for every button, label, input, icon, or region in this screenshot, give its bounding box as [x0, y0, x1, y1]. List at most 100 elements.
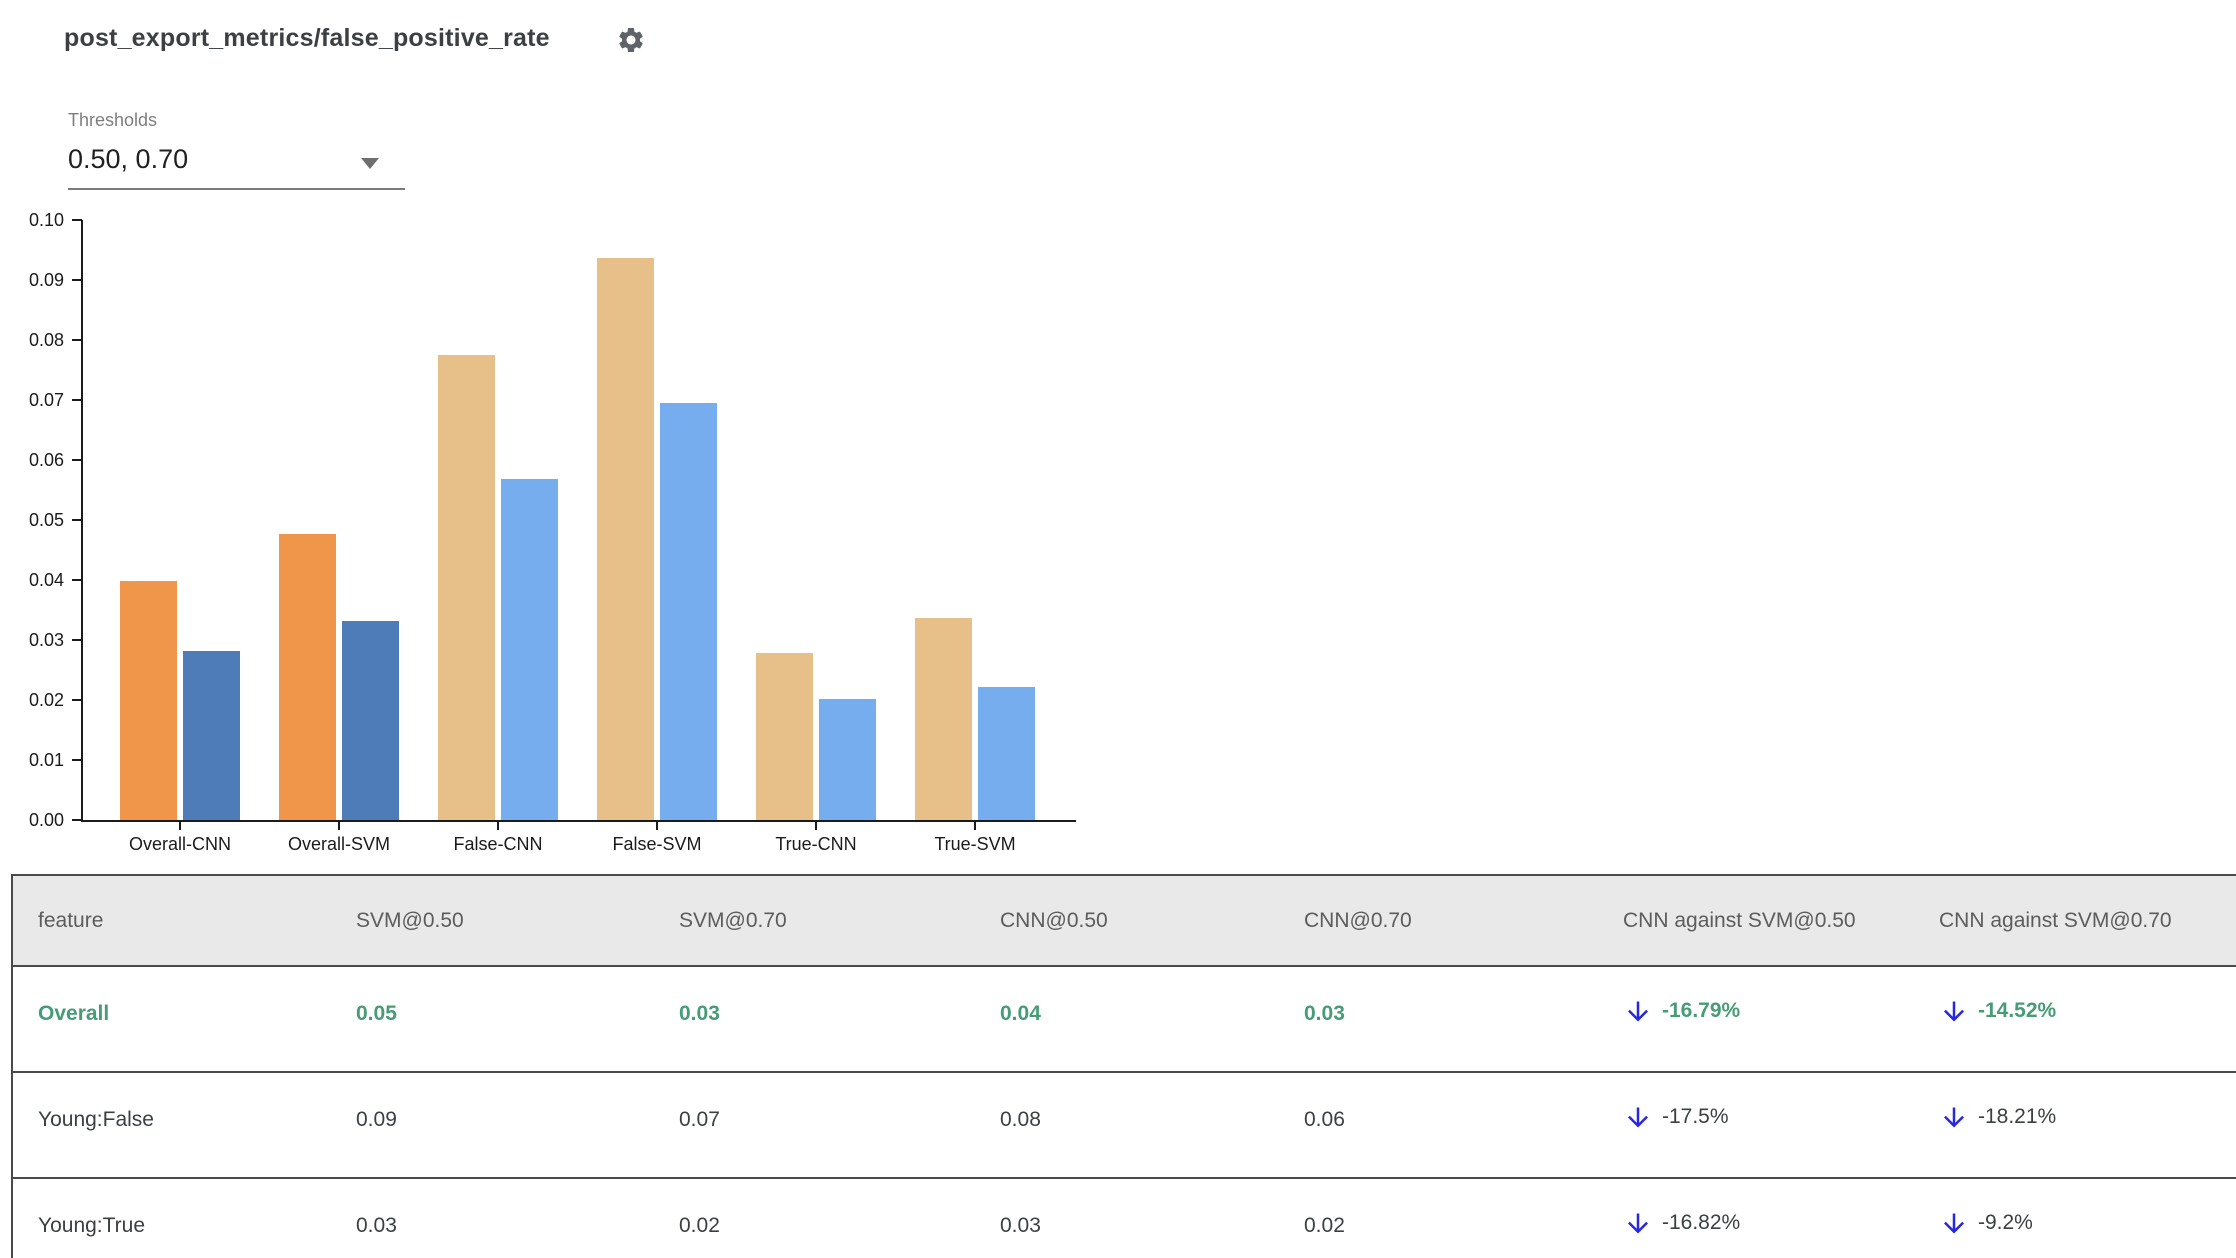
- metric-value-cell-svm-0-50: 0.09: [356, 1108, 397, 1131]
- y-axis-tick-label: 0.04: [28, 570, 64, 590]
- delta-indicator: -14.52%: [1939, 995, 2056, 1028]
- arrow-down-icon: [1944, 1001, 1964, 1021]
- column-header-svm-0-70: SVM@0.70: [654, 875, 975, 967]
- y-axis-tick-label: 0.00: [28, 810, 64, 830]
- metric-value-cell-cnn-0-50: 0.04: [1000, 1002, 1041, 1025]
- y-axis-tick-label: 0.10: [28, 210, 64, 230]
- bar-true-cnn-threshold-0.50[interactable]: [756, 653, 813, 820]
- metric-value-cell-svm-0-70: 0.03: [679, 1002, 720, 1025]
- bar-overall-cnn-threshold-0.70[interactable]: [183, 651, 240, 820]
- x-axis-category-label: False-SVM: [612, 834, 702, 854]
- feature-cell: Overall: [38, 1002, 110, 1025]
- delta-value: -17.5%: [1662, 1105, 1729, 1128]
- y-axis-tick-mark: [72, 399, 82, 401]
- bar-overall-svm-threshold-0.70[interactable]: [342, 621, 399, 820]
- metric-value-cell-cnn-0-70: 0.02: [1304, 1214, 1345, 1237]
- y-axis-tick-label: 0.07: [28, 390, 64, 410]
- x-axis-category-label: True-SVM: [934, 834, 1016, 854]
- bar-false-cnn-threshold-0.70[interactable]: [501, 479, 558, 820]
- page-title: post_export_metrics/false_positive_rate: [64, 24, 550, 52]
- y-axis-tick-mark: [72, 339, 82, 341]
- bar-true-svm-threshold-0.50[interactable]: [915, 618, 972, 820]
- delta-value: -18.21%: [1978, 1105, 2057, 1128]
- metric-value-cell-cnn-0-70: 0.06: [1304, 1108, 1345, 1131]
- y-axis-tick-mark: [72, 459, 82, 461]
- y-axis-tick-label: 0.05: [28, 510, 64, 530]
- y-axis-tick-mark: [72, 219, 82, 221]
- x-axis-tick-mark: [338, 822, 340, 830]
- x-axis-tick-mark: [815, 822, 817, 830]
- bar-overall-svm-threshold-0.50[interactable]: [279, 534, 336, 820]
- metric-value-cell-svm-0-50: 0.03: [356, 1214, 397, 1237]
- delta-value: -9.2%: [1978, 1211, 2033, 1234]
- delta-cell-cnn-against-svm-0-70: -14.52%: [1914, 966, 2236, 1072]
- y-axis-tick-label: 0.03: [28, 630, 64, 650]
- x-axis-category-label: Overall-CNN: [128, 834, 231, 854]
- metrics-table: feature SVM@0.50 SVM@0.70 CNN@0.50 CNN@0.70 C…: [11, 874, 2236, 1258]
- column-header-cnn-0-50: CNN@0.50: [975, 875, 1279, 967]
- delta-cell-cnn-against-svm-0-50: -16.79%: [1598, 966, 1914, 1072]
- x-axis-tick-mark: [656, 822, 658, 830]
- x-axis-category-label: False-CNN: [453, 834, 543, 854]
- table-header-row: feature SVM@0.50 SVM@0.70 CNN@0.50 CNN@0.70 C…: [12, 875, 2236, 967]
- table-row-young-false[interactable]: Young:False 0.09 0.07 0.08 0.06 -17.5% -18.21%: [12, 1072, 2236, 1178]
- bar-chart-plot-area: [81, 220, 1076, 822]
- delta-value: -14.52%: [1978, 999, 2057, 1022]
- delta-indicator: -16.79%: [1623, 995, 1740, 1028]
- table-row-young-true[interactable]: Young:True 0.03 0.02 0.03 0.02 -16.82% -9.2%: [12, 1178, 2236, 1258]
- metric-value-cell-svm-0-50: 0.05: [356, 1002, 397, 1025]
- y-axis-tick-label: 0.09: [28, 270, 64, 290]
- gear-icon-glyph: [619, 27, 643, 52]
- y-axis-tick-mark: [72, 639, 82, 641]
- metric-value-cell-cnn-0-70: 0.03: [1304, 1002, 1345, 1025]
- thresholds-value: 0.50, 0.70: [68, 144, 189, 174]
- delta-indicator: -16.82%: [1623, 1207, 1740, 1240]
- bar-overall-cnn-threshold-0.50[interactable]: [120, 581, 177, 820]
- delta-value: -16.79%: [1662, 999, 1741, 1022]
- thresholds-dropdown[interactable]: 0.50, 0.70: [68, 138, 405, 190]
- thresholds-label: Thresholds: [68, 110, 158, 130]
- arrow-down-icon: [1944, 1213, 1964, 1233]
- bar-false-svm-threshold-0.70[interactable]: [660, 403, 717, 820]
- column-header-svm-0-50: SVM@0.50: [331, 875, 654, 967]
- arrow-down-icon: [1944, 1107, 1964, 1127]
- y-axis-tick-mark: [72, 819, 82, 821]
- y-axis-tick-label: 0.02: [28, 690, 64, 710]
- x-axis-tick-mark: [497, 822, 499, 830]
- arrow-down-icon: [1628, 1107, 1648, 1127]
- arrow-down-icon: [1628, 1213, 1648, 1233]
- column-header-feature: feature: [12, 875, 331, 967]
- table-row-overall[interactable]: Overall 0.05 0.03 0.04 0.03 -16.79% -14.52%: [12, 966, 2236, 1072]
- metric-value-cell-svm-0-70: 0.02: [679, 1214, 720, 1237]
- x-axis-tick-mark: [179, 822, 181, 830]
- bar-true-cnn-threshold-0.70[interactable]: [819, 699, 876, 820]
- y-axis-tick-mark: [72, 279, 82, 281]
- column-header-cnn-against-svm-0-50: CNN against SVM@0.50: [1598, 875, 1914, 967]
- y-axis-tick-mark: [72, 519, 82, 521]
- arrow-down-icon: [1628, 1001, 1648, 1021]
- settings-gear-icon[interactable]: [614, 24, 648, 58]
- metric-value-cell-cnn-0-50: 0.08: [1000, 1108, 1041, 1131]
- column-header-cnn-0-70: CNN@0.70: [1279, 875, 1598, 967]
- feature-cell: Young:True: [38, 1214, 146, 1237]
- delta-indicator: -17.5%: [1623, 1101, 1729, 1134]
- delta-cell-cnn-against-svm-0-70: -18.21%: [1914, 1072, 2236, 1178]
- bar-false-svm-threshold-0.50[interactable]: [597, 258, 654, 820]
- x-axis-category-label: Overall-SVM: [287, 834, 390, 854]
- bar-false-cnn-threshold-0.50[interactable]: [438, 355, 495, 820]
- y-axis-tick-mark: [72, 699, 82, 701]
- metric-value-cell-svm-0-70: 0.07: [679, 1108, 720, 1131]
- metric-value-cell-cnn-0-50: 0.03: [1000, 1214, 1041, 1237]
- y-axis-tick-label: 0.08: [28, 330, 64, 350]
- y-axis-tick-mark: [72, 759, 82, 761]
- x-axis-category-label: True-CNN: [775, 834, 857, 854]
- y-axis-tick-label: 0.06: [28, 450, 64, 470]
- bar-true-svm-threshold-0.70[interactable]: [978, 687, 1035, 820]
- column-header-cnn-against-svm-0-70: CNN against SVM@0.70: [1914, 875, 2236, 967]
- chevron-down-icon: [361, 158, 379, 169]
- delta-cell-cnn-against-svm-0-50: -17.5%: [1598, 1072, 1914, 1178]
- feature-cell: Young:False: [38, 1108, 154, 1131]
- y-axis-tick-label: 0.01: [28, 750, 64, 770]
- x-axis-tick-mark: [974, 822, 976, 830]
